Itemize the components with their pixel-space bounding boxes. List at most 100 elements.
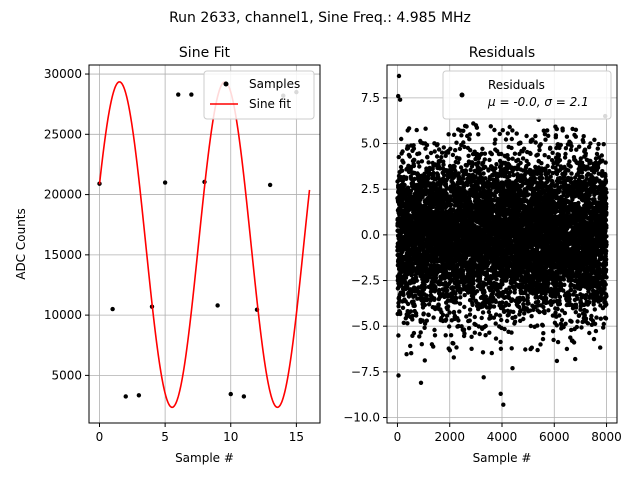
- residual-point: [507, 173, 512, 179]
- residual-point: [488, 124, 493, 129]
- legend-samples-label: Samples: [249, 77, 300, 91]
- residual-point: [432, 333, 438, 338]
- residual-point: [404, 352, 409, 357]
- residual-point: [497, 313, 503, 318]
- residual-point: [512, 287, 517, 292]
- residual-point: [450, 152, 456, 158]
- residual-point: [498, 346, 504, 351]
- sine-fit-panel: Sine Fit 0 5 10 155000100001500020000250003…: [14, 45, 321, 465]
- figure-suptitle: Run 2633, channel1, Sine Freq.: 4.985 MH…: [169, 10, 471, 26]
- residual-point: [523, 347, 528, 352]
- residual-point: [451, 355, 456, 360]
- residual-point: [402, 182, 407, 188]
- residual-point: [441, 162, 446, 167]
- sine-fit-plot-area: [97, 81, 311, 409]
- sample-point: [176, 92, 181, 97]
- residuals-panel: Residuals 0 2000 4000 6000 8000−10.0−7.5−5.0…: [343, 45, 622, 465]
- residual-point: [431, 315, 436, 320]
- residual-point: [401, 320, 406, 325]
- sine-fit-curve: [98, 81, 311, 409]
- residual-point: [411, 143, 416, 148]
- residuals-title: Residuals: [469, 45, 535, 61]
- residual-point: [494, 312, 499, 317]
- residual-point: [447, 310, 452, 315]
- residual-point: [522, 311, 527, 316]
- residual-point: [396, 333, 401, 338]
- sine-fit-xtick-label: 0: [96, 430, 104, 444]
- sine-fit-xtick-label: 5: [161, 430, 169, 444]
- residual-point: [447, 348, 453, 353]
- sine-fit-ylabel: ADC Counts: [14, 208, 28, 280]
- residual-point: [489, 151, 494, 157]
- sine-fit-axes-frame: [88, 64, 321, 424]
- residual-point: [423, 126, 428, 131]
- residual-point: [400, 149, 405, 154]
- residual-point: [414, 127, 419, 133]
- residual-point: [480, 310, 486, 315]
- residual-point: [472, 314, 477, 320]
- residual-point: [474, 289, 480, 294]
- residual-point: [520, 156, 526, 161]
- residual-point: [467, 312, 473, 317]
- residual-point: [436, 147, 442, 152]
- residual-point: [464, 124, 469, 129]
- residual-point: [493, 321, 498, 326]
- residual-point: [422, 285, 428, 290]
- residual-point: [399, 136, 404, 142]
- residual-point: [456, 318, 461, 323]
- residual-point: [502, 326, 507, 332]
- residual-point: [410, 317, 415, 322]
- residual-point: [461, 327, 467, 332]
- residual-point: [419, 342, 424, 347]
- residual-point: [470, 302, 475, 307]
- residual-point: [424, 142, 430, 148]
- residual-point: [432, 296, 437, 301]
- residual-point: [462, 331, 467, 336]
- residual-point: [469, 334, 474, 339]
- sample-point: [162, 180, 168, 185]
- residual-point: [412, 303, 417, 308]
- residual-point: [413, 293, 418, 298]
- residual-point: [411, 146, 417, 151]
- residual-point: [441, 145, 446, 150]
- residual-point: [399, 168, 405, 173]
- residual-point: [511, 309, 516, 315]
- residual-point: [419, 159, 425, 164]
- residual-point: [457, 146, 463, 151]
- residual-point: [409, 351, 414, 356]
- residual-point: [426, 174, 431, 179]
- residual-point: [500, 128, 505, 133]
- residual-point: [405, 284, 410, 290]
- residual-point: [487, 157, 492, 163]
- residual-point: [509, 145, 514, 151]
- residual-point: [518, 140, 523, 146]
- sample-point: [267, 182, 273, 188]
- residual-point: [426, 302, 432, 307]
- residual-point: [469, 346, 474, 351]
- residual-point: [405, 321, 410, 326]
- residual-point: [451, 341, 456, 346]
- sine-fit-ytick-label: 20000: [44, 188, 82, 202]
- residual-point: [509, 346, 514, 351]
- residual-point: [476, 160, 481, 165]
- residual-point: [417, 334, 422, 339]
- residual-point: [447, 324, 452, 329]
- residual-point: [474, 125, 480, 130]
- residual-point: [416, 160, 421, 165]
- residual-point: [442, 173, 447, 178]
- sample-point: [123, 394, 128, 399]
- residual-point: [510, 156, 515, 161]
- residual-point: [492, 141, 497, 146]
- residual-point: [476, 132, 481, 137]
- residual-point: [437, 166, 443, 171]
- residual-point: [479, 315, 484, 321]
- residual-point: [443, 317, 449, 322]
- residual-point: [494, 277, 499, 282]
- residual-point: [433, 275, 439, 281]
- residual-point: [482, 151, 488, 156]
- residual-point: [480, 146, 485, 151]
- legend-sine-fit-label: Sine fit: [249, 97, 291, 111]
- residual-point: [439, 155, 444, 160]
- sine-fit-ytick-label: 5000: [51, 368, 82, 382]
- residual-point: [434, 154, 440, 159]
